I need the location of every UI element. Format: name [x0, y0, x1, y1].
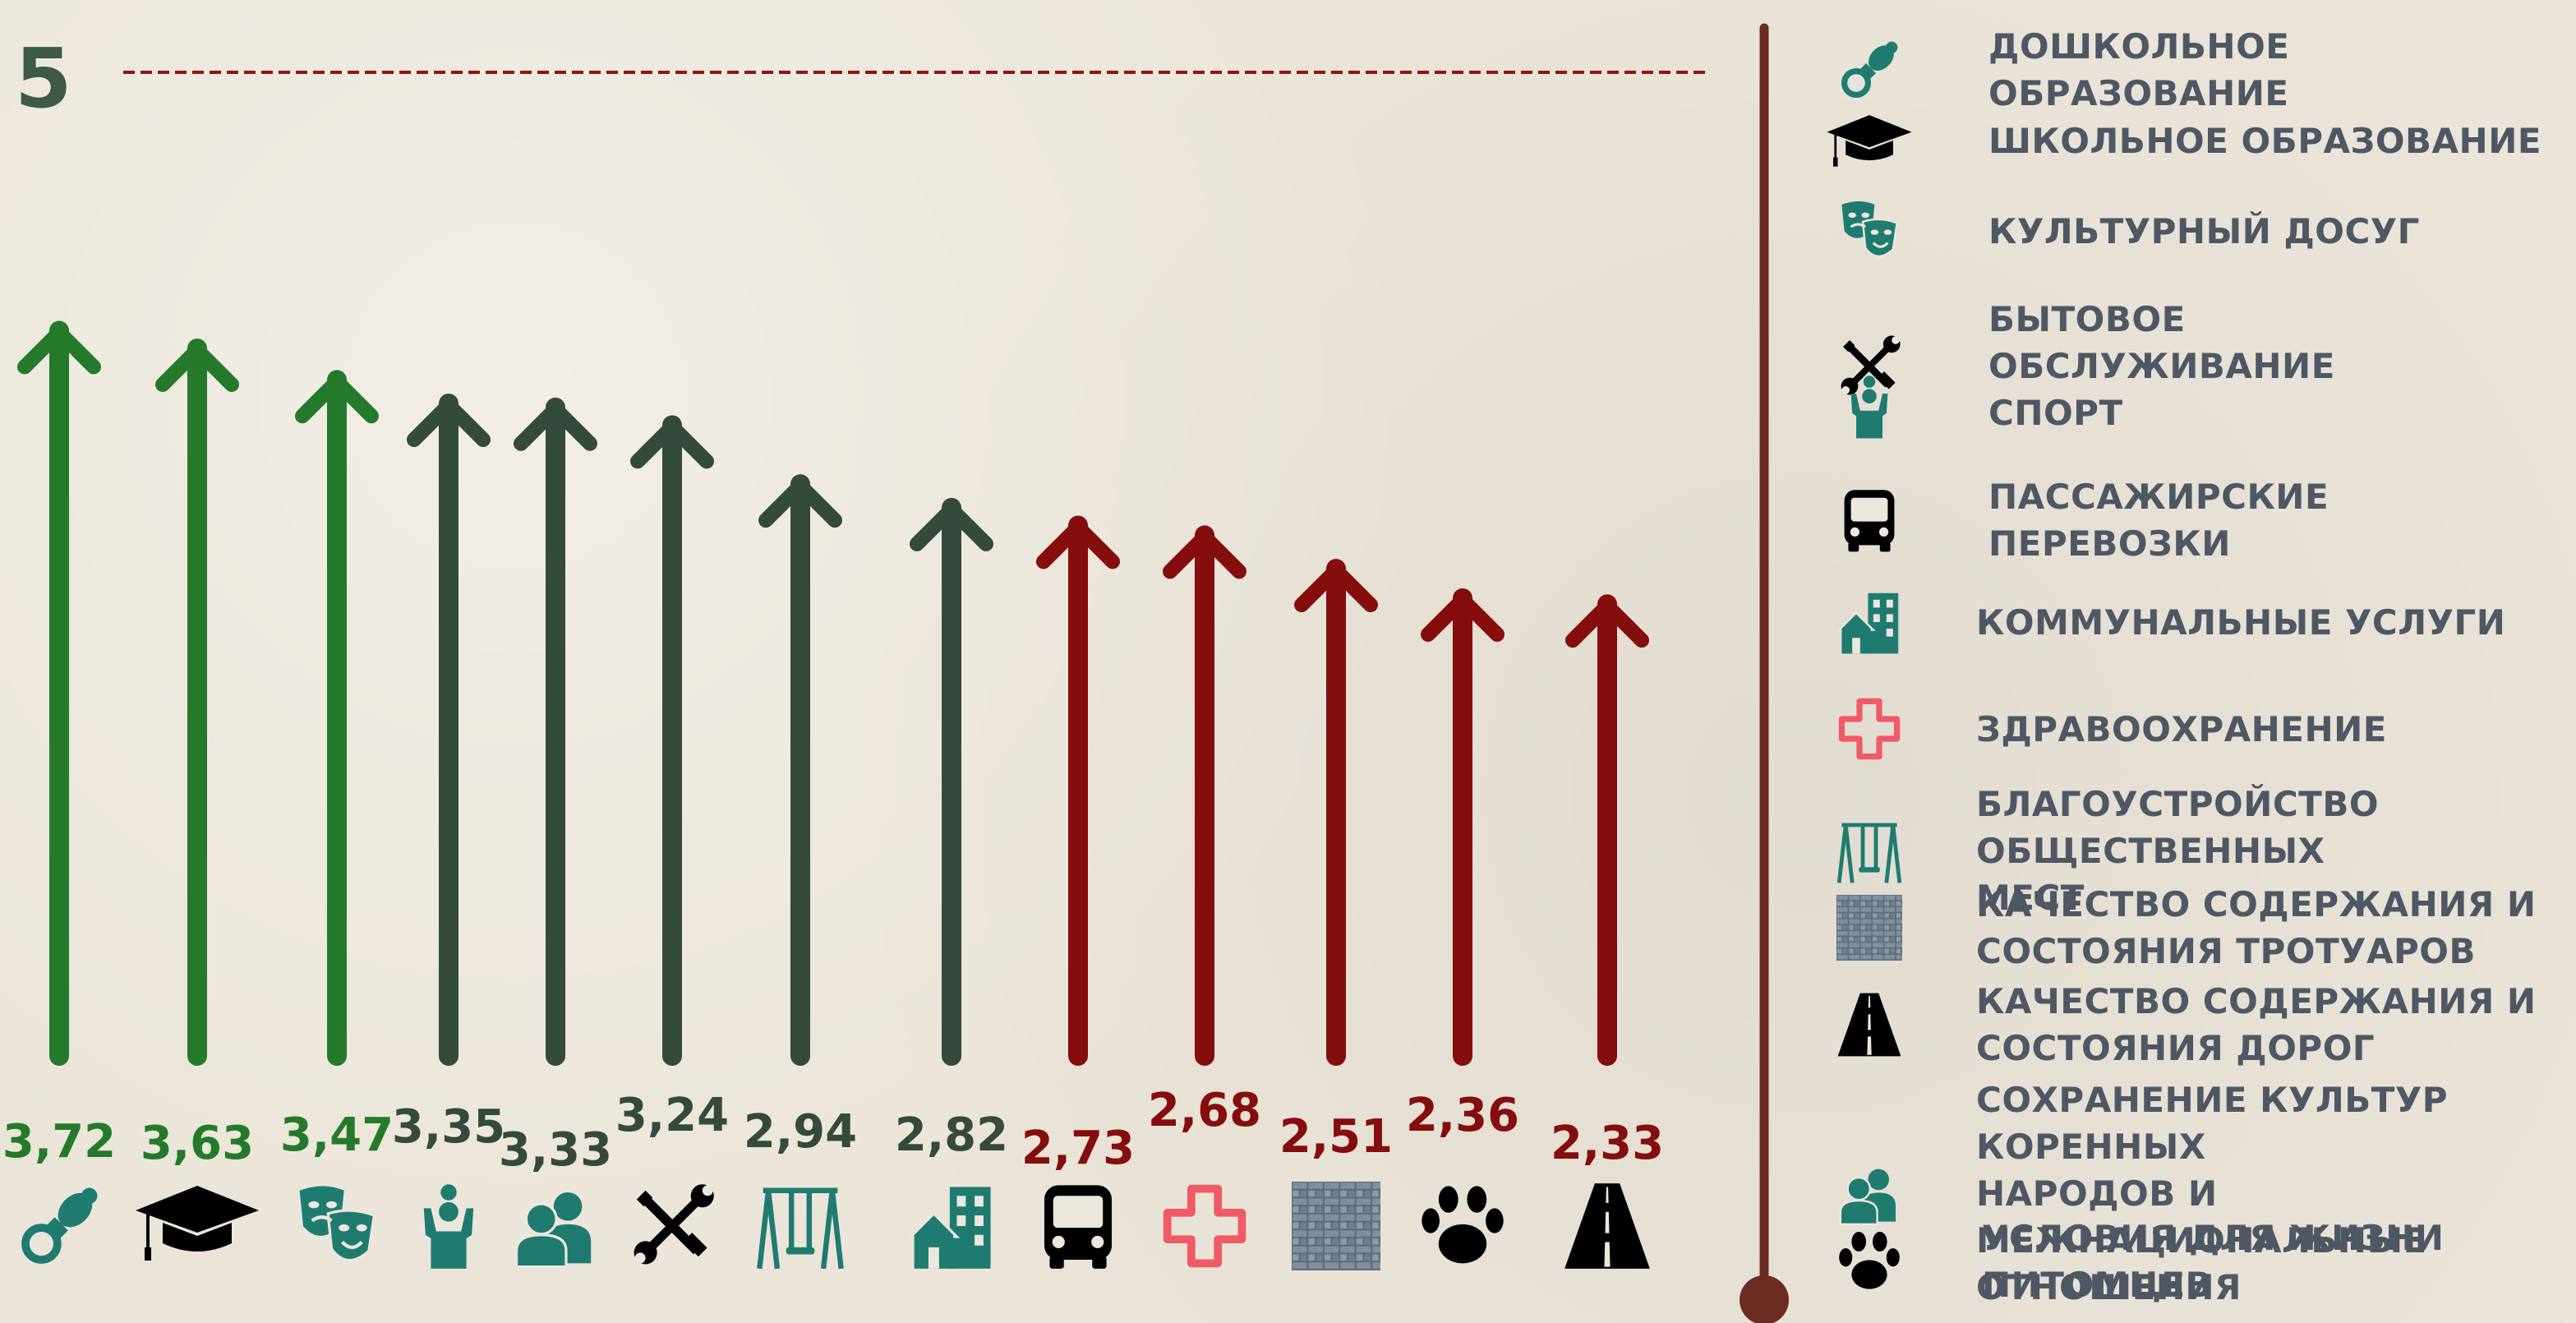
bar-arrowhead [1565, 598, 1649, 648]
value-label: 2,73 [1021, 1122, 1135, 1175]
paw-icon [1422, 1186, 1504, 1264]
bars-layer [17, 320, 1649, 1066]
value-label: 2,94 [744, 1105, 857, 1159]
bar-arrow [1294, 559, 1378, 1066]
bar-arrowhead [155, 342, 239, 392]
legend-label: ШКОЛЬНОЕ ОБРАЗОВАНИЕ [1988, 120, 2542, 161]
value-label: 3,63 [141, 1117, 254, 1170]
legend-item: БЛАГОУСТРОЙСТВО ОБЩЕСТВЕННЫХ МЕСТ [1824, 781, 2576, 921]
value-label: 2,36 [1406, 1089, 1519, 1142]
bus-icon [1824, 483, 1915, 557]
bar-arrow [1163, 525, 1247, 1066]
legend-label: КОММУНАЛЬНЫЕ УСЛУГИ [1976, 602, 2506, 643]
category-icons-layer [25, 1182, 1650, 1270]
medical-cross-icon [1168, 1189, 1242, 1264]
legend-label: КАЧЕСТВО СОДЕРЖАНИЯ И СОСТОЯНИЯ ДОРОГ [1976, 981, 2537, 1068]
bar-arrow [1565, 594, 1649, 1066]
bar-arrowhead [1036, 519, 1120, 569]
legend-label: КАЧЕСТВО СОДЕРЖАНИЯ И СОСТОЯНИЯ ТРОТУАРО… [1976, 884, 2537, 971]
value-label: 3,33 [499, 1123, 612, 1177]
legend-label: УСЛОВИЯ ДЛЯ ЖИЗНИ ПИТОМЦЕВ [1982, 1218, 2445, 1305]
tools-icon [634, 1184, 714, 1264]
bar-arrowhead [630, 419, 714, 469]
bar-arrow [155, 338, 239, 1066]
legend: ДОШКОЛЬНОЕ ОБРАЗОВАНИЕ ШКОЛЬНОЕ ОБРАЗОВАН… [1808, 0, 2576, 1323]
pacifier-icon [25, 1187, 99, 1260]
swing-icon [759, 1191, 841, 1269]
value-label: 2,82 [895, 1109, 1008, 1162]
legend-item: КАЧЕСТВО СОДЕРЖАНИЯ И СОСТОЯНИЯ ТРОТУАРО… [1824, 881, 2537, 975]
divider-end-dot [1740, 1275, 1789, 1323]
bar-arrowhead [1163, 529, 1247, 579]
legend-item: СОХРАНЕНИЕ КУЛЬТУР КОРЕННЫХ НАРОДОВ И МЕ… [1824, 1076, 2576, 1311]
value-label: 2,51 [1279, 1110, 1393, 1164]
value-label: 2,68 [1148, 1084, 1261, 1137]
value-label: 3,24 [615, 1089, 729, 1142]
legend-label: КУЛЬТУРНЫЙ ДОСУГ [1988, 210, 2420, 251]
medical-cross-icon [1824, 692, 1915, 766]
value-label: 3,35 [392, 1100, 505, 1154]
houses-icon [909, 1185, 993, 1270]
bar-arrowhead [910, 501, 993, 551]
graduation-cap-icon [1824, 104, 1915, 177]
theater-masks-icon [1824, 194, 1915, 268]
bus-icon [1044, 1185, 1113, 1269]
bar-arrow [514, 397, 597, 1066]
paw-icon [1824, 1224, 1915, 1298]
legend-item: ПАССАЖИРСКИЕ ПЕРЕВОЗКИ [1824, 473, 2329, 567]
legend-item: КУЛЬТУРНЫЙ ДОСУГ [1824, 194, 2420, 268]
bar-arrowhead [514, 401, 597, 451]
arrow-bar-chart: 5 3,72 3,63 3,473,353,333,24 2,94 2,82 2,732,… [2, 30, 1709, 1270]
bar-arrowhead [17, 325, 101, 375]
legend-item: ДОШКОЛЬНОЕ ОБРАЗОВАНИЕ [1824, 23, 2576, 117]
bar-arrow [630, 415, 714, 1066]
legend-label: ПАССАЖИРСКИЕ ПЕРЕВОЗКИ [1988, 477, 2329, 564]
bar-arrow [910, 497, 993, 1066]
value-label: 2,33 [1551, 1117, 1664, 1170]
theater-masks-icon [300, 1186, 375, 1260]
bar-arrowhead [295, 374, 379, 424]
pacifier-icon [1824, 33, 1915, 107]
legend-item: КОММУНАЛЬНЫЕ УСЛУГИ [1824, 585, 2505, 659]
legend-item: БЫТОВОЕ ОБСЛУЖИВАНИЕ СПОРТ [1824, 296, 2335, 436]
legend-label: БЫТОВОЕ ОБСЛУЖИВАНИЕ СПОРТ [1988, 299, 2335, 433]
sport-icon [423, 1184, 474, 1269]
swing-icon [1824, 814, 1915, 888]
pavement-icon [1824, 891, 1915, 965]
max-value-label: 5 [15, 30, 72, 127]
bar-arrowhead [407, 398, 491, 448]
bar-arrowhead [758, 478, 842, 528]
bar-arrow [1036, 515, 1120, 1066]
divider [1740, 23, 1789, 1323]
sport-icon [1824, 370, 1915, 444]
value-label: 3,72 [2, 1115, 116, 1169]
legend-label: БЛАГОУСТРОЙСТВО ОБЩЕСТВЕННЫХ МЕСТ [1976, 784, 2380, 918]
legend-label: ЗДРАВООХРАНЕНИЕ [1976, 708, 2387, 749]
legend-item: КАЧЕСТВО СОДЕРЖАНИЯ И СОСТОЯНИЯ ДОРОГ [1824, 978, 2537, 1072]
bar-arrowhead [1421, 592, 1505, 643]
value-label: 3,47 [280, 1109, 394, 1162]
legend-item: УСЛОВИЯ ДЛЯ ЖИЗНИ ПИТОМЦЕВ [1824, 1215, 2576, 1308]
people-icon [514, 1191, 592, 1269]
bar-arrow [758, 474, 842, 1066]
legend-label: СОХРАНЕНИЕ КУЛЬТУР КОРЕННЫХ НАРОДОВ И МЕ… [1976, 1080, 2449, 1307]
bar-arrowhead [1294, 563, 1378, 613]
value-labels-layer: 3,72 3,63 3,473,353,333,24 2,94 2,82 2,732,68… [2, 1084, 1664, 1177]
bar-arrow [1421, 588, 1505, 1066]
road-icon [1824, 988, 1915, 1062]
bar-arrow [295, 370, 379, 1066]
legend-label: ДОШКОЛЬНОЕ ОБРАЗОВАНИЕ [1988, 26, 2290, 113]
road-icon [1564, 1183, 1650, 1269]
graduation-cap-icon [134, 1184, 260, 1262]
pavement-icon [1292, 1182, 1380, 1270]
legend-item: ЗДРАВООХРАНЕНИЕ [1824, 692, 2387, 766]
bar-arrow [17, 320, 101, 1066]
bar-arrow [407, 394, 491, 1066]
legend-item: ШКОЛЬНОЕ ОБРАЗОВАНИЕ [1824, 104, 2541, 177]
houses-icon [1824, 585, 1915, 659]
